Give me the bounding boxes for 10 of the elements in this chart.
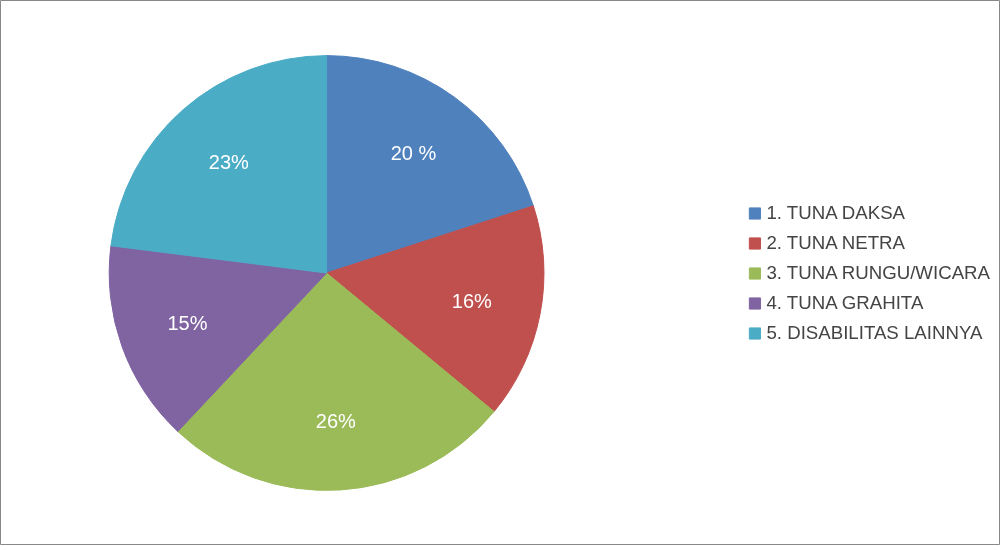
legend-label: 3. TUNA RUNGU/WICARA — [766, 261, 990, 284]
data-label: 20 % — [390, 142, 437, 165]
data-label: 26% — [315, 409, 357, 432]
data-label: 16% — [451, 289, 493, 312]
data-label: 23% — [208, 150, 250, 173]
legend-label: 4. TUNA GRAHITA — [766, 291, 924, 314]
data-label: 15% — [167, 312, 208, 335]
legend-label: 1. TUNA DAKSA — [766, 201, 906, 224]
legend-label: 2. TUNA NETRA — [766, 231, 906, 254]
legend-label: 5. DISABILITAS LAINNYA — [766, 321, 983, 344]
